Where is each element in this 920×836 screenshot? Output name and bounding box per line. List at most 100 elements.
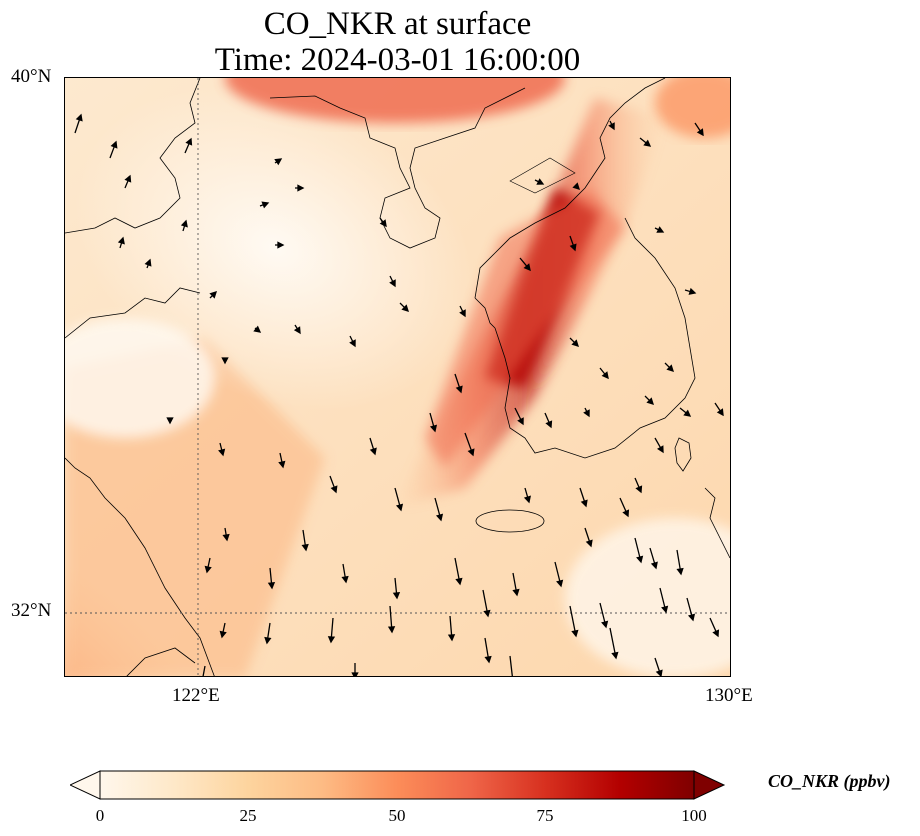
colorbar-tick-50: 50 xyxy=(388,806,406,825)
wind-arrow xyxy=(219,622,227,639)
colorbar-extend-max xyxy=(693,770,726,800)
wind-arrow xyxy=(634,477,643,494)
colorbar-gradient xyxy=(99,770,695,800)
wind-arrow xyxy=(209,291,217,299)
wind-arrow xyxy=(649,547,658,570)
lon-tick-122e: 122°E xyxy=(172,685,220,706)
wind-arrow xyxy=(676,549,684,576)
wind-arrow xyxy=(293,324,301,335)
wind-arrow xyxy=(267,567,276,590)
wind-arrow xyxy=(275,241,285,249)
wind-arrow xyxy=(654,437,664,454)
colorbar-tick-75: 75 xyxy=(536,806,554,825)
wind-arrow xyxy=(659,587,669,614)
wind-arrow xyxy=(329,475,338,494)
wind-arrow xyxy=(218,442,226,457)
wind-arrow xyxy=(259,201,270,209)
wind-arrow xyxy=(379,217,387,228)
wind-arrow xyxy=(144,258,152,269)
wind-arrow xyxy=(619,497,630,518)
map-panel xyxy=(64,77,731,677)
wind-arrow xyxy=(554,561,564,588)
wind-arrow xyxy=(109,140,118,159)
lat-tick-40n: 40°N xyxy=(11,66,52,87)
wind-arrow xyxy=(253,325,262,333)
wind-arrow xyxy=(514,407,524,426)
wind-arrow xyxy=(199,665,206,676)
wind-arrow xyxy=(534,178,545,185)
wind-arrow xyxy=(429,412,438,433)
wind-arrow xyxy=(349,335,356,348)
wind-arrow xyxy=(639,137,652,147)
wind-arrow xyxy=(714,402,724,417)
wind-arrow xyxy=(664,362,674,372)
wind-arrow xyxy=(274,158,283,166)
wind-arrow xyxy=(399,302,409,312)
wind-arrow xyxy=(608,120,615,131)
wind-arrow xyxy=(117,236,125,249)
colorbar-tick-25: 25 xyxy=(239,806,257,825)
wind-arrow xyxy=(454,373,463,394)
gridlines xyxy=(65,78,730,676)
map-title: CO_NKR at surface xyxy=(263,6,532,42)
wind-arrow xyxy=(459,305,466,318)
wind-arrow xyxy=(369,437,377,456)
wind-arrow xyxy=(434,497,444,522)
wind-arrow xyxy=(184,137,193,154)
map-plot xyxy=(65,78,730,676)
wind-arrow xyxy=(654,657,663,676)
wind-arrow xyxy=(694,122,704,137)
colorbar-label: CO_NKR (ppbv) xyxy=(768,771,891,791)
wind-arrow xyxy=(387,605,396,634)
wind-arrow xyxy=(584,527,593,548)
wind-arrow xyxy=(599,602,609,629)
wind-arrow xyxy=(709,617,720,638)
wind-arrow xyxy=(392,577,401,600)
lat-tick-32n: 32°N xyxy=(11,600,52,621)
wind-arrow xyxy=(569,337,579,347)
wind-arrow xyxy=(609,627,619,660)
colorbar-extend-min xyxy=(70,770,101,800)
wind-arrow xyxy=(124,174,132,189)
wind-arrow xyxy=(569,235,577,252)
colorbar xyxy=(70,770,726,800)
wind-arrow xyxy=(454,557,463,586)
wind-arrow xyxy=(684,287,697,295)
wind-arrow xyxy=(686,597,696,622)
coastlines xyxy=(65,78,730,676)
wind-arrow xyxy=(464,432,475,457)
wind-vectors xyxy=(74,113,724,676)
wind-arrow xyxy=(204,557,212,574)
wind-arrow xyxy=(180,219,188,232)
wind-arrow xyxy=(679,407,692,417)
wind-arrow xyxy=(74,113,83,134)
wind-arrow xyxy=(484,637,492,664)
wind-arrow xyxy=(523,487,531,504)
wind-arrow xyxy=(447,615,456,642)
wind-arrow xyxy=(599,367,609,380)
wind-arrow xyxy=(509,655,516,676)
colorbar-tick-0: 0 xyxy=(95,806,105,825)
wind-arrow xyxy=(519,257,531,272)
wind-arrow xyxy=(634,537,644,564)
wind-arrow xyxy=(295,184,305,192)
wind-arrow xyxy=(301,529,309,552)
wind-arrow xyxy=(341,563,349,584)
wind-arrow xyxy=(644,395,654,405)
wind-arrow xyxy=(278,452,286,469)
wind-arrow xyxy=(264,622,272,645)
co-concentration-field xyxy=(65,78,730,676)
wind-arrow xyxy=(569,605,579,638)
wind-arrow xyxy=(512,572,520,597)
map-timestamp: Time: 2024-03-01 16:00:00 xyxy=(214,42,581,78)
wind-arrow xyxy=(166,417,174,425)
wind-arrow xyxy=(351,663,359,676)
wind-arrow xyxy=(327,617,336,644)
wind-arrow xyxy=(583,407,590,418)
wind-arrow xyxy=(222,527,230,542)
wind-arrow xyxy=(482,589,491,618)
wind-arrow xyxy=(221,357,229,365)
wind-arrow xyxy=(544,412,553,429)
lon-tick-130e: 130°E xyxy=(705,685,753,706)
wind-arrow xyxy=(389,275,396,288)
